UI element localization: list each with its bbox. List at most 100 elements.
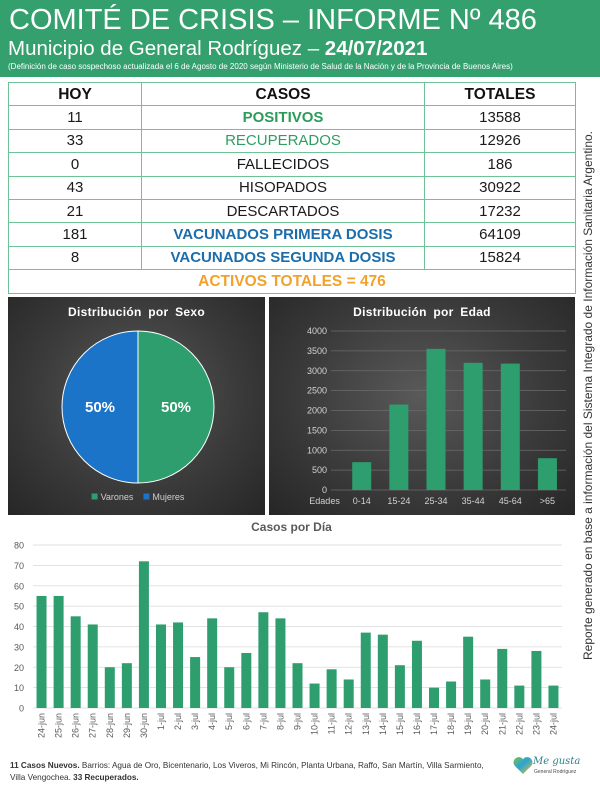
heart-logo-icon xyxy=(513,757,533,774)
day-bar-16-jul xyxy=(411,640,422,708)
report-date: 24/07/2021 xyxy=(324,37,428,60)
day-bar-10-jul xyxy=(309,683,320,708)
y-tick-label: 10 xyxy=(14,683,24,693)
x-tick-label: 5-jul xyxy=(224,713,234,730)
day-bar-4-jul xyxy=(207,618,218,708)
daily-chart-title: Casos por Día xyxy=(251,520,332,534)
x-tick-label: 28-jun xyxy=(105,713,115,738)
day-bar-5-jul xyxy=(224,667,235,708)
age-bar-0-14 xyxy=(352,462,372,490)
cell-hoy: 0 xyxy=(8,152,142,177)
legend-swatch xyxy=(91,493,98,500)
case-definition-note: (Definición de caso sospechoso actualiza… xyxy=(8,62,513,71)
day-bar-9-jul xyxy=(292,663,303,708)
column-header-casos: CASOS xyxy=(141,81,425,107)
cell-hoy: 181 xyxy=(8,222,142,247)
x-tick-label: 10-jul xyxy=(310,713,320,735)
cell-totales: 17232 xyxy=(424,198,576,224)
logo-sub-text: General Rodríguez xyxy=(534,769,577,775)
day-bar-20-jul xyxy=(480,679,491,708)
x-tick-label: 25-34 xyxy=(424,496,447,506)
x-tick-label: 45-64 xyxy=(499,496,522,506)
y-tick-label: 3500 xyxy=(307,346,327,356)
table-row: 0 FALLECIDOS 186 xyxy=(8,152,576,177)
table-row: 8 VACUNADOS SEGUNDA DOSIS 15824 xyxy=(8,245,576,271)
day-bar-7-jul xyxy=(258,612,269,708)
x-tick-label: 29-jun xyxy=(122,713,132,738)
y-tick-label: 1000 xyxy=(307,445,327,455)
pie-slice-varones xyxy=(137,330,215,484)
age-distribution-panel: 0 500 1000 1500 2000 2500 3000 3500 4000 Edades 0-… xyxy=(269,297,575,515)
column-header-hoy: HOY xyxy=(8,81,142,107)
x-tick-label: 7-jul xyxy=(258,713,268,730)
daily-cases-panel: 0 10 20 30 40 50 60 70 80 24-jun 25-jun 26-jun 27-ju… xyxy=(8,517,575,757)
day-bar-28-jun xyxy=(104,667,115,708)
x-tick-label: 24-jul xyxy=(548,713,558,735)
cell-casos: DESCARTADOS xyxy=(141,198,425,224)
x-tick-label: Edades xyxy=(309,496,340,506)
legend-item-varones: Varones xyxy=(91,492,134,502)
day-bar-17-jul xyxy=(429,687,440,708)
x-tick-label: 13-jul xyxy=(361,713,371,735)
report-title: COMITÉ DE CRISIS – INFORME Nº 486 xyxy=(9,4,537,36)
y-tick-label: 0 xyxy=(19,704,24,714)
age-bar-25-34 xyxy=(426,348,446,490)
x-tick-label: 15-24 xyxy=(387,496,410,506)
x-tick-label: 1-jul xyxy=(156,713,166,730)
day-bar-19-jul xyxy=(463,636,474,708)
day-bar-22-jul xyxy=(514,685,525,708)
x-tick-label: 14-jul xyxy=(378,713,388,735)
x-tick-label: 18-jul xyxy=(446,713,456,735)
x-tick-label: 20-jul xyxy=(480,713,490,735)
age-chart-title: Distribución por Edad xyxy=(353,305,491,319)
legend-label: Mujeres xyxy=(152,492,185,502)
x-tick-label: 22-jul xyxy=(514,713,524,735)
x-tick-label: 35-44 xyxy=(462,496,485,506)
y-tick-label: 3000 xyxy=(307,366,327,376)
x-tick-label: 19-jul xyxy=(463,713,473,735)
cell-totales: 186 xyxy=(424,152,576,177)
x-tick-label: 16-jul xyxy=(412,713,422,735)
y-tick-label: 80 xyxy=(14,541,24,551)
x-tick-label: 27-jun xyxy=(88,713,98,738)
column-header-totales: TOTALES xyxy=(424,81,576,107)
y-tick-label: 2500 xyxy=(307,386,327,396)
daily-cases-chart: 0 10 20 30 40 50 60 70 80 24-jun 25-jun 26-jun 27-ju… xyxy=(14,541,562,738)
day-bar-11-jul xyxy=(326,669,337,708)
y-tick-label: 20 xyxy=(14,663,24,673)
cell-casos: POSITIVOS xyxy=(141,105,425,130)
y-tick-label: 500 xyxy=(312,465,327,475)
cases-table: HOY CASOS TOTALES 11 POSITIVOS 13588 33 … xyxy=(8,81,576,294)
cell-hoy: 11 xyxy=(8,105,142,130)
legend-swatch xyxy=(143,493,150,500)
cell-hoy: 8 xyxy=(8,245,142,271)
y-tick-label: 70 xyxy=(14,561,24,571)
day-bar-18-jul xyxy=(446,681,457,708)
day-bar-8-jul xyxy=(275,618,286,708)
y-tick-label: 60 xyxy=(14,581,24,591)
x-tick-label: 4-jul xyxy=(207,713,217,730)
cell-casos: FALLECIDOS xyxy=(141,152,425,177)
x-tick-label: 11-jul xyxy=(327,713,337,734)
table-row: 43 HISOPADOS 30922 xyxy=(8,175,576,200)
recovered-text: 33 Recuperados. xyxy=(73,773,139,782)
x-tick-label: 24-jun xyxy=(37,713,47,738)
cell-totales: 64109 xyxy=(424,222,576,247)
age-bar-35-44 xyxy=(463,362,483,490)
x-tick-label: 6-jul xyxy=(241,713,251,730)
cell-hoy: 43 xyxy=(8,175,142,200)
cell-casos: VACUNADOS PRIMERA DOSIS xyxy=(141,222,425,247)
x-tick-label: 26-jun xyxy=(71,713,81,738)
x-tick-label: 17-jul xyxy=(429,713,439,735)
source-note: Reporte generado en base a información d… xyxy=(581,131,595,661)
x-tick-label: 30-jun xyxy=(139,713,149,738)
legend-item-mujeres: Mujeres xyxy=(143,492,185,502)
y-tick-label: 4000 xyxy=(307,326,327,336)
day-bar-12-jul xyxy=(343,679,354,708)
y-tick-label: 0 xyxy=(322,485,327,495)
age-bar-45-64 xyxy=(500,363,520,490)
logo-main-text: Me gusta xyxy=(533,756,581,767)
sex-chart-title: Distribución por Sexo xyxy=(68,305,205,319)
x-tick-label: 8-jul xyxy=(275,713,285,730)
day-bar-26-jun xyxy=(70,616,81,708)
